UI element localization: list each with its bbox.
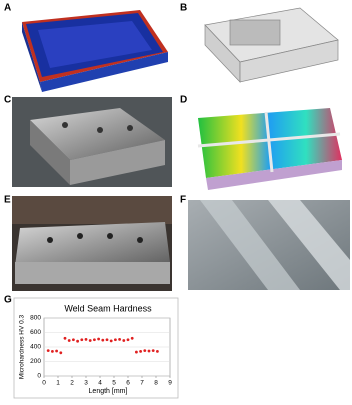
data-point — [114, 338, 117, 342]
data-point — [156, 349, 159, 353]
data-point — [135, 350, 138, 354]
chart: Weld Seam Hardness Length [mm] Microhard… — [19, 303, 172, 394]
data-point — [143, 349, 147, 353]
data-point — [59, 351, 63, 355]
data-point — [72, 338, 75, 342]
y-tick-label: 200 — [30, 358, 41, 365]
x-tick-label: 6 — [126, 380, 130, 387]
data-point — [97, 337, 100, 341]
data-point — [147, 349, 151, 353]
data-point — [63, 336, 67, 340]
data-point — [118, 337, 121, 341]
data-point — [51, 349, 54, 353]
photo-weld-closeup — [188, 200, 350, 290]
photo-finished-part — [12, 196, 172, 291]
panel-label: D — [180, 95, 187, 106]
data-point — [151, 349, 155, 353]
y-tick-label: 600 — [30, 329, 41, 336]
x-tick-label: 8 — [154, 380, 158, 387]
x-tick-label: 4 — [98, 380, 102, 387]
panel-label: E — [4, 195, 11, 206]
data-point — [93, 338, 96, 342]
data-point — [46, 349, 50, 353]
y-tick-label: 0 — [37, 373, 41, 380]
panel-label: A — [4, 3, 11, 14]
chart-frame — [13, 297, 179, 399]
x-tick-label: 5 — [112, 380, 116, 387]
scan-deviation-map — [197, 108, 342, 190]
x-tick-label: 9 — [168, 380, 172, 387]
cad-model — [204, 7, 339, 83]
y-tick-label: 800 — [30, 315, 41, 322]
data-point — [55, 349, 58, 353]
data-point — [80, 338, 84, 342]
data-point — [139, 349, 143, 353]
x-tick-label: 2 — [70, 380, 74, 387]
data-point — [101, 338, 105, 342]
x-tick-label: 0 — [42, 380, 46, 387]
panel-label: B — [180, 3, 187, 14]
data-point — [88, 339, 92, 342]
photo-machined-part — [12, 97, 172, 187]
fea-model — [22, 10, 168, 92]
panel-label: F — [180, 195, 186, 206]
data-point — [126, 338, 130, 342]
panel-label: G — [4, 295, 12, 306]
data-point — [67, 339, 71, 342]
x-tick-label: 3 — [84, 380, 88, 387]
data-point — [122, 339, 126, 342]
x-tick-label: 1 — [56, 380, 60, 387]
panel-label: C — [4, 95, 11, 106]
data-point — [76, 339, 79, 343]
data-point — [105, 338, 109, 342]
y-axis-label: Microhardness HV 0.3 — [19, 314, 26, 379]
chart-title: Weld Seam Hardness — [64, 303, 152, 313]
y-tick-label: 400 — [30, 344, 41, 351]
data-point — [84, 337, 88, 341]
data-point — [130, 336, 134, 340]
x-axis-label: Length [mm] — [89, 388, 128, 395]
x-tick-label: 7 — [140, 380, 144, 387]
data-point — [109, 339, 113, 343]
